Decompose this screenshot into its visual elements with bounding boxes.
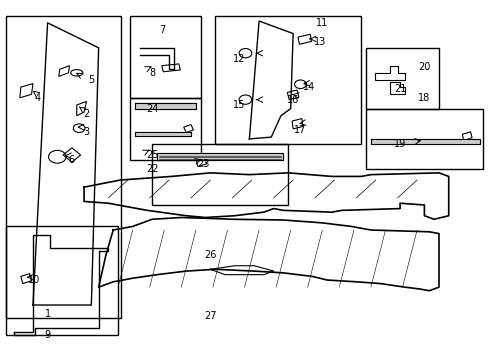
Polygon shape — [135, 103, 196, 109]
Polygon shape — [135, 132, 191, 136]
Text: 24: 24 — [145, 104, 158, 113]
Text: 10: 10 — [28, 275, 41, 285]
Text: 7: 7 — [159, 25, 164, 35]
Bar — [152, 144, 287, 205]
Text: 3: 3 — [83, 127, 89, 137]
Text: 13: 13 — [313, 37, 325, 48]
Bar — [6, 226, 118, 336]
Text: 26: 26 — [204, 250, 216, 260]
Text: 17: 17 — [294, 125, 306, 135]
Bar — [215, 16, 361, 144]
Text: 6: 6 — [69, 156, 75, 165]
Bar — [6, 16, 120, 318]
Text: 11: 11 — [316, 18, 328, 28]
Text: 9: 9 — [44, 330, 51, 341]
Text: 18: 18 — [417, 93, 429, 103]
Text: 25: 25 — [145, 150, 158, 160]
Polygon shape — [157, 153, 283, 160]
Text: 15: 15 — [233, 100, 245, 110]
Text: 20: 20 — [417, 63, 430, 72]
Bar — [366, 109, 482, 169]
Text: 5: 5 — [88, 75, 94, 85]
Text: 22: 22 — [145, 164, 158, 174]
Text: 16: 16 — [286, 95, 299, 105]
Text: 12: 12 — [233, 54, 245, 64]
Text: 2: 2 — [83, 109, 89, 119]
Text: 14: 14 — [302, 82, 314, 92]
Polygon shape — [370, 139, 479, 144]
Text: 19: 19 — [393, 139, 406, 149]
Text: 23: 23 — [197, 159, 209, 169]
Bar — [130, 98, 201, 160]
Bar — [130, 16, 201, 98]
Text: 4: 4 — [35, 93, 41, 103]
Text: 1: 1 — [44, 309, 51, 319]
Text: 27: 27 — [204, 311, 216, 321]
Bar — [366, 48, 438, 109]
Text: 8: 8 — [149, 68, 155, 78]
Text: 21: 21 — [393, 84, 406, 94]
